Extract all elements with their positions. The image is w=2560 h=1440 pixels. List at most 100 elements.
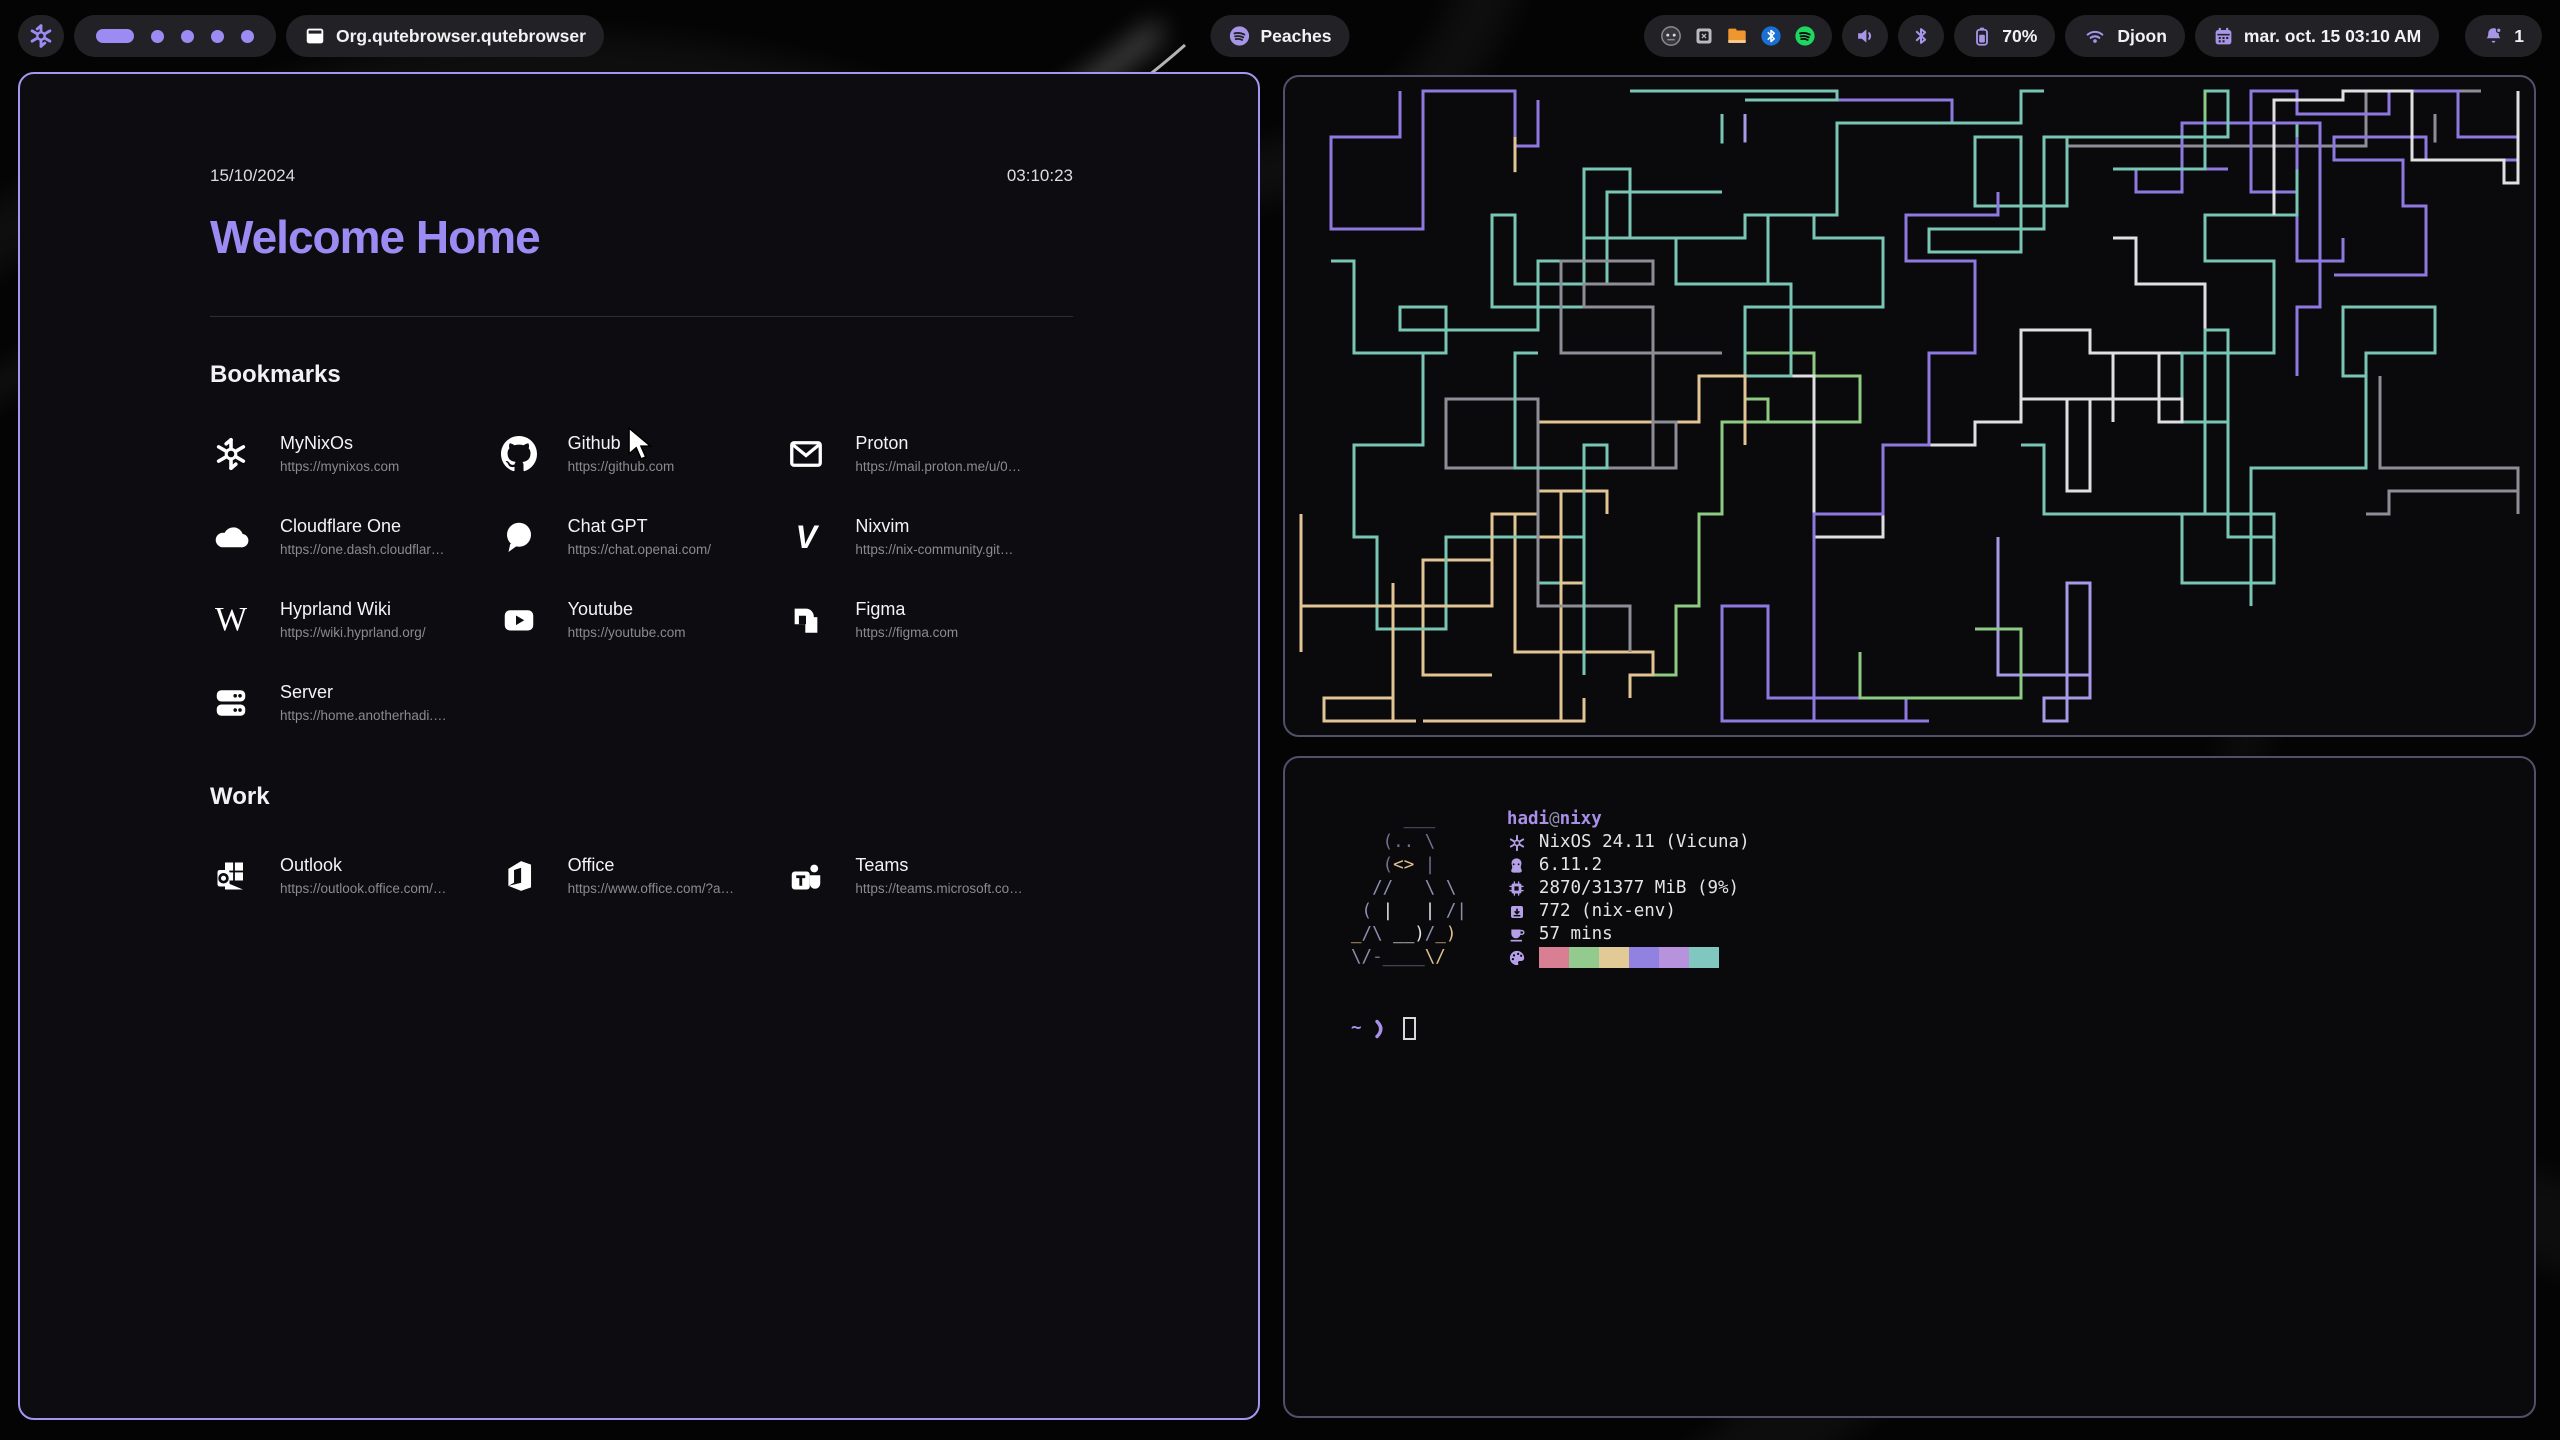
bookmark-mynixos[interactable]: MyNixOs https://mynixos.com	[210, 433, 498, 474]
bookmark-office[interactable]: Office https://www.office.com/?a…	[498, 855, 786, 896]
fetch-host: nixy	[1559, 809, 1602, 829]
prompt-cwd: ~	[1351, 1018, 1362, 1038]
bookmark-youtube[interactable]: Youtube https://youtube.com	[498, 599, 786, 640]
network-pill[interactable]: Djoon	[2065, 15, 2185, 57]
launcher-button[interactable]	[18, 15, 64, 57]
fetch-user: hadi	[1506, 809, 1550, 829]
bell-icon	[2486, 27, 2502, 43]
terminal-content[interactable]: ___ (.. \ (<> | // \ \ ( | | /| _/\ __)/…	[1285, 758, 2534, 1090]
window-title-label: Org.qutebrowser.qutebrowser	[336, 25, 586, 46]
battery-percent-label: 70%	[2002, 25, 2038, 46]
github-icon	[498, 435, 540, 472]
shell-prompt[interactable]: ~	[1351, 1017, 2468, 1040]
palette-swatch	[1538, 947, 1569, 968]
volume-pill[interactable]	[1842, 15, 1889, 57]
bookmark-outlook[interactable]: Outlook https://outlook.office.com/…	[210, 855, 498, 896]
palette-swatch	[1688, 947, 1719, 968]
packages-icon	[1507, 904, 1527, 920]
youtube-icon	[498, 602, 540, 638]
nixos-icon	[1507, 834, 1527, 852]
workspace-dot[interactable]	[241, 29, 254, 43]
ascii-art: ___ (.. \ (<> | // \ \ ( | | /| _/\ __)/…	[1351, 809, 1467, 967]
fetch-packages-value: 772 (nix-env)	[1538, 901, 1676, 921]
color-palette-swatches	[1538, 947, 1719, 968]
section-heading-bookmarks: Bookmarks	[210, 361, 341, 388]
bookmark-cloudflare-one[interactable]: Cloudflare One https://one.dash.cloudfla…	[210, 516, 498, 557]
palette-icon	[1507, 949, 1527, 967]
kernel-icon	[1507, 857, 1527, 874]
battery-pill[interactable]: 70%	[1954, 15, 2056, 57]
fetch-kernel-value: 6.11.2	[1538, 855, 1603, 875]
chat-bubble-icon	[498, 519, 540, 555]
outlook-icon	[210, 858, 252, 894]
now-playing-pill[interactable]: Peaches	[1210, 15, 1350, 57]
uptime-icon	[1507, 926, 1527, 943]
startpage-date: 15/10/2024	[210, 166, 296, 185]
fetch-user-host: hadi@nixy	[1506, 809, 1602, 829]
fetch-os-value: NixOS 24.11 (Vicuna)	[1538, 832, 1750, 852]
clock-label: mar. oct. 15 03:10 AM	[2243, 25, 2422, 46]
bookmark-nixvim[interactable]: V Nixvim https://nix-community.git…	[785, 516, 1073, 557]
terminal-cursor	[1402, 1017, 1416, 1040]
cloud-icon	[210, 518, 252, 556]
bookmark-proton[interactable]: Proton https://mail.proton.me/u/0…	[785, 433, 1073, 474]
palette-swatch	[1628, 947, 1659, 968]
nixos-icon	[210, 436, 252, 472]
pipes-art	[1299, 89, 2520, 723]
palette-swatch	[1658, 947, 1689, 968]
server-icon	[210, 685, 252, 721]
tray-spotify-icon[interactable]	[1794, 25, 1816, 47]
work-grid: Outlook https://outlook.office.com/… Off…	[210, 855, 1073, 896]
palette-swatch	[1598, 947, 1629, 968]
fetch-uptime-value: 57 mins	[1538, 924, 1613, 944]
startpage-time: 03:10:23	[1006, 166, 1073, 185]
bookmark-server[interactable]: Server https://home.anotherhadi.…	[210, 682, 498, 723]
system-tray	[1644, 15, 1833, 57]
terminal-pipes-window	[1283, 75, 2536, 737]
tray-bluetooth-icon[interactable]	[1760, 25, 1782, 47]
tray-disc-icon[interactable]	[1660, 25, 1682, 47]
mail-icon	[785, 436, 827, 472]
vim-icon: V	[795, 518, 817, 555]
startpage: 15/10/2024 03:10:23 Welcome Home Bookmar…	[20, 74, 1258, 896]
fetch-memory-value: 2870/31377 MiB (9%)	[1538, 878, 1740, 898]
office-icon	[498, 859, 540, 893]
figma-icon	[785, 603, 827, 637]
workspace-dot[interactable]	[211, 29, 224, 43]
workspace-active[interactable]	[96, 29, 134, 43]
spotify-icon	[1229, 26, 1250, 46]
workspace-dot[interactable]	[151, 29, 164, 43]
memory-icon	[1507, 880, 1527, 897]
bookmark-teams[interactable]: Teams https://teams.microsoft.co…	[785, 855, 1073, 896]
bookmark-hyprland-wiki[interactable]: W Hyprland Wiki https://wiki.hyprland.or…	[210, 599, 498, 640]
bookmark-figma[interactable]: Figma https://figma.com	[785, 599, 1073, 640]
nixos-logo-icon	[30, 24, 52, 48]
notifications-pill[interactable]: 1	[2465, 15, 2542, 57]
tray-folder-icon[interactable]	[1726, 25, 1748, 47]
teams-icon	[785, 858, 827, 894]
tray-app-icon[interactable]	[1694, 26, 1714, 46]
calendar-icon	[2215, 27, 2232, 44]
qutebrowser-window: 15/10/2024 03:10:23 Welcome Home Bookmar…	[18, 72, 1260, 1420]
window-icon	[306, 28, 324, 44]
page-title: Welcome Home	[210, 211, 541, 263]
prompt-chevron-icon	[1374, 1019, 1382, 1038]
network-name-label: Djoon	[2117, 25, 2167, 46]
divider	[210, 316, 1073, 317]
bookmark-github[interactable]: Github https://github.com	[498, 433, 786, 474]
speaker-icon	[1858, 29, 1872, 43]
palette-swatch	[1568, 947, 1599, 968]
bookmarks-grid: MyNixOs https://mynixos.com Github https…	[210, 433, 1073, 723]
clock-pill[interactable]: mar. oct. 15 03:10 AM	[2194, 15, 2440, 57]
workspaces-indicator[interactable]	[74, 15, 276, 57]
section-heading-work: Work	[210, 783, 270, 810]
bookmark-chatgpt[interactable]: Chat GPT https://chat.openai.com/	[498, 516, 786, 557]
battery-icon	[1976, 27, 1989, 46]
wikipedia-icon: W	[214, 600, 248, 638]
terminal-fetch-window: ___ (.. \ (<> | // \ \ ( | | /| _/\ __)/…	[1283, 756, 2536, 1418]
bluetooth-pill[interactable]	[1898, 15, 1945, 57]
wifi-icon	[2086, 30, 2104, 43]
now-playing-label: Peaches	[1260, 25, 1332, 46]
workspace-dot[interactable]	[181, 29, 194, 43]
bluetooth-icon	[1916, 28, 1927, 44]
